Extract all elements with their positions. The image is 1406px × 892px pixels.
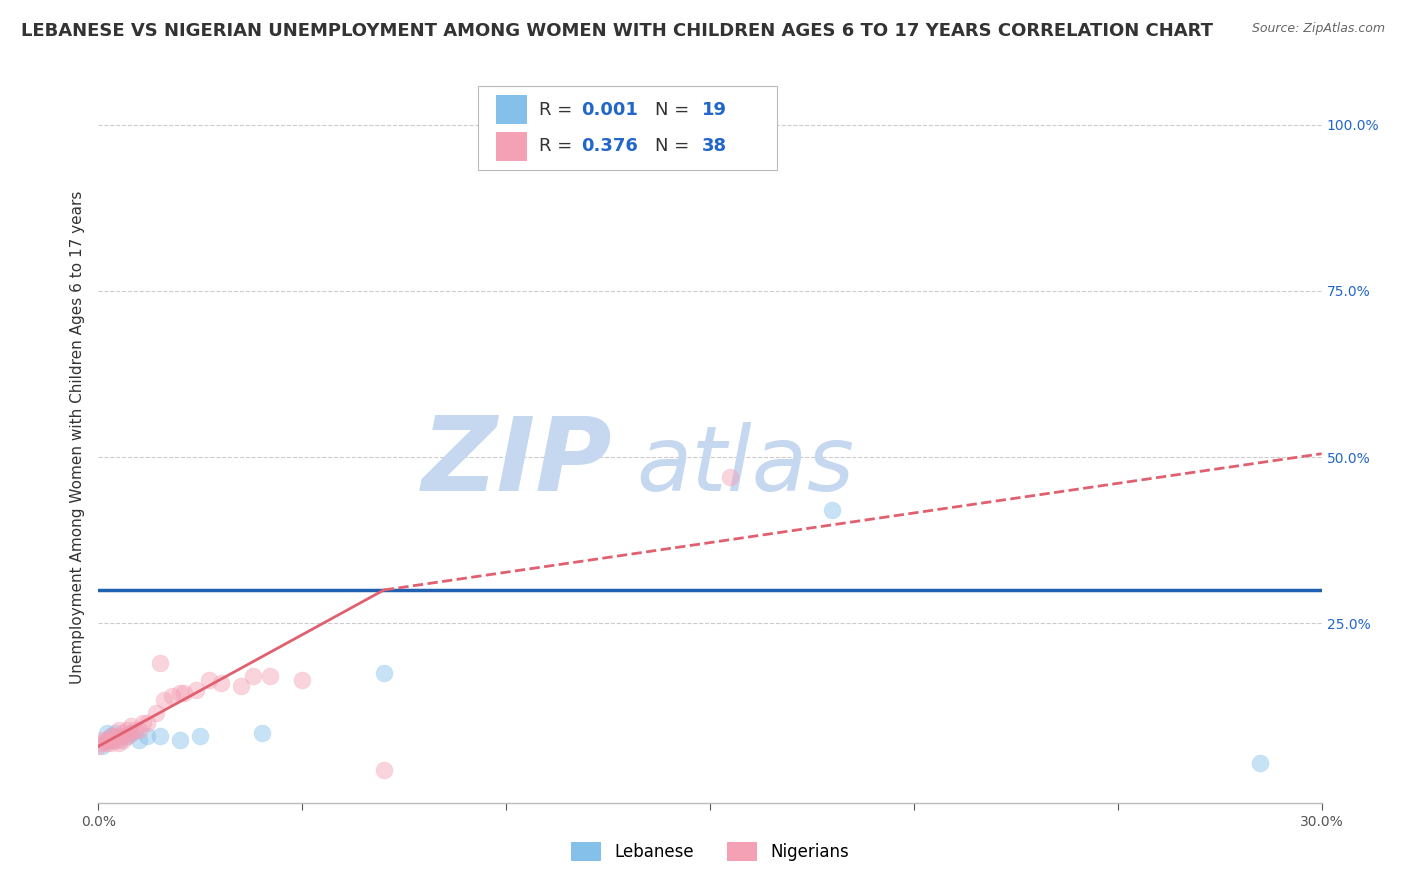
FancyBboxPatch shape	[496, 132, 527, 161]
FancyBboxPatch shape	[478, 86, 778, 170]
Point	[149, 656, 172, 670]
Point	[104, 726, 127, 740]
Point	[169, 732, 191, 747]
Point	[186, 682, 208, 697]
Point	[291, 673, 314, 687]
Text: 19: 19	[702, 101, 727, 119]
Point	[100, 729, 122, 743]
Point	[1249, 756, 1271, 770]
Legend: Lebanese, Nigerians: Lebanese, Nigerians	[564, 835, 856, 868]
Point	[100, 736, 122, 750]
Point	[231, 680, 253, 694]
Point	[100, 729, 122, 743]
Point	[136, 729, 159, 743]
Point	[128, 723, 150, 737]
Y-axis label: Unemployment Among Women with Children Ages 6 to 17 years: Unemployment Among Women with Children A…	[69, 190, 84, 684]
Point	[152, 692, 174, 706]
Point	[91, 739, 114, 754]
Point	[250, 726, 273, 740]
Point	[145, 706, 167, 720]
Text: R =: R =	[538, 101, 578, 119]
Point	[111, 729, 134, 743]
Text: atlas: atlas	[637, 422, 855, 510]
Point	[91, 736, 114, 750]
Point	[96, 732, 118, 747]
Point	[128, 732, 150, 747]
Text: N =: N =	[655, 101, 695, 119]
Text: R =: R =	[538, 137, 578, 155]
Point	[115, 723, 138, 737]
Point	[188, 729, 212, 743]
Point	[104, 729, 127, 743]
Point	[120, 726, 142, 740]
Point	[96, 736, 118, 750]
Point	[242, 669, 264, 683]
Text: 0.376: 0.376	[582, 137, 638, 155]
Point	[115, 729, 138, 743]
Point	[209, 676, 232, 690]
Point	[373, 763, 395, 777]
Point	[96, 732, 118, 747]
Point	[718, 470, 742, 484]
Point	[132, 716, 155, 731]
FancyBboxPatch shape	[496, 95, 527, 124]
Point	[108, 736, 131, 750]
Text: 38: 38	[702, 137, 727, 155]
Point	[100, 732, 122, 747]
Point	[197, 673, 219, 687]
Point	[108, 723, 131, 737]
Point	[373, 666, 395, 681]
Point	[120, 719, 142, 733]
Point	[111, 726, 134, 740]
Text: N =: N =	[655, 137, 695, 155]
Point	[169, 686, 191, 700]
Text: 0.001: 0.001	[582, 101, 638, 119]
Point	[91, 732, 114, 747]
Point	[821, 503, 844, 517]
Text: LEBANESE VS NIGERIAN UNEMPLOYMENT AMONG WOMEN WITH CHILDREN AGES 6 TO 17 YEARS C: LEBANESE VS NIGERIAN UNEMPLOYMENT AMONG …	[21, 22, 1213, 40]
Point	[160, 690, 183, 704]
Point	[108, 732, 131, 747]
Point	[108, 729, 131, 743]
Point	[87, 739, 110, 754]
Point	[104, 732, 127, 747]
Text: ZIP: ZIP	[422, 412, 612, 513]
Text: Source: ZipAtlas.com: Source: ZipAtlas.com	[1251, 22, 1385, 36]
Point	[111, 732, 134, 747]
Point	[259, 669, 281, 683]
Point	[115, 729, 138, 743]
Point	[149, 729, 172, 743]
Point	[120, 726, 142, 740]
Point	[96, 726, 118, 740]
Point	[136, 716, 159, 731]
Point	[124, 723, 146, 737]
Point	[173, 686, 195, 700]
Point	[100, 732, 122, 747]
